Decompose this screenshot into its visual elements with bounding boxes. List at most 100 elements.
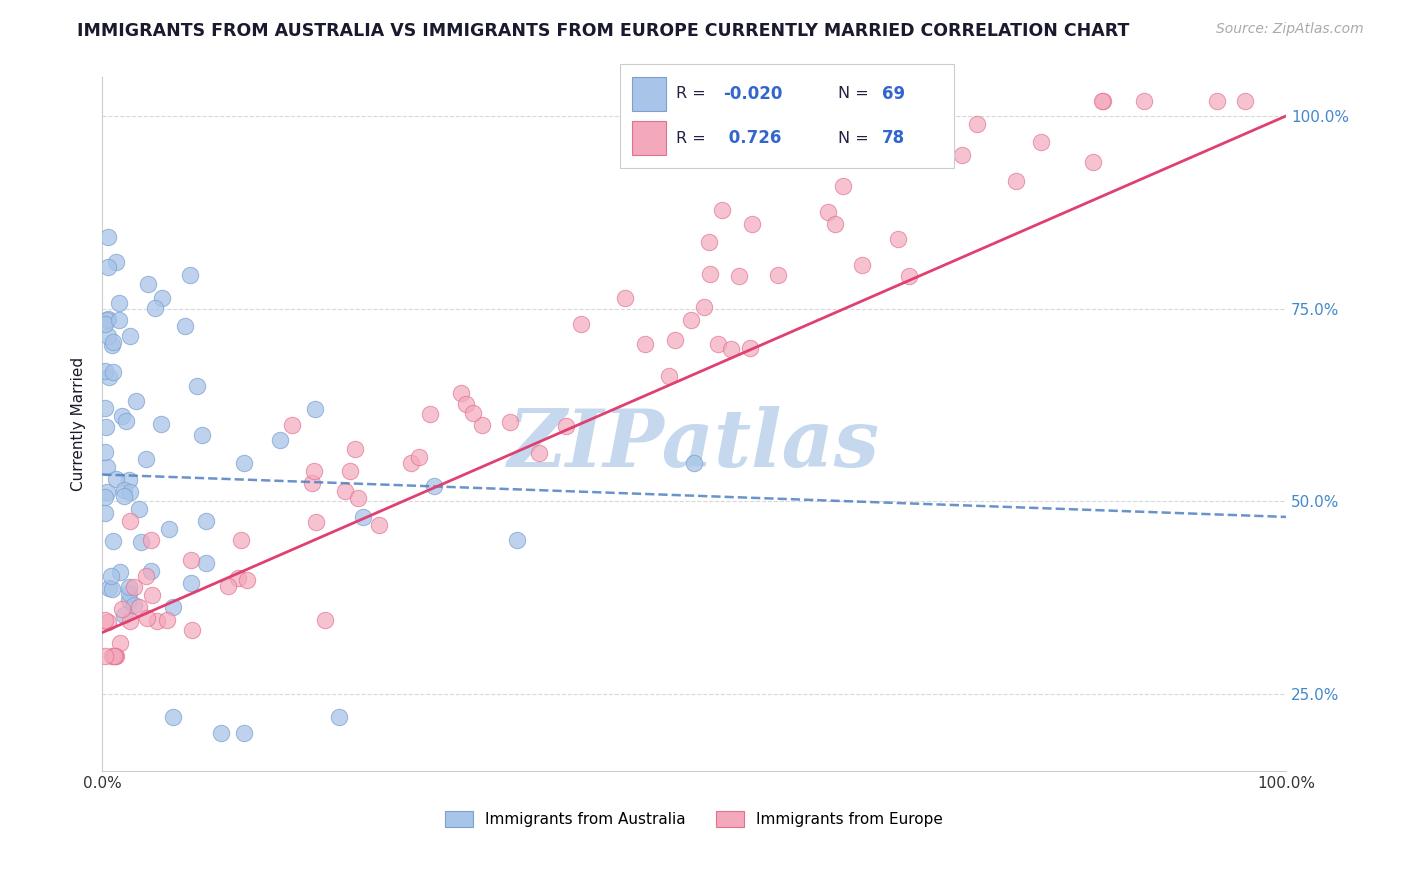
Point [419, 407, 441, 421]
Point [217, 579, 239, 593]
Point [209, 726, 232, 740]
Point [104, 648, 127, 663]
Point [529, 446, 551, 460]
Point [97, 369, 120, 384]
Point [110, 566, 132, 580]
Point [93, 401, 115, 415]
Point [150, 291, 173, 305]
Point [122, 580, 145, 594]
Point [97, 229, 120, 244]
Point [101, 337, 124, 351]
Point [136, 277, 159, 292]
Point [93, 364, 115, 378]
Point [96, 313, 118, 327]
Text: IMMIGRANTS FROM AUSTRALIA VS IMMIGRANTS FROM EUROPE CURRENTLY MARRIED CORRELATIO: IMMIGRANTS FROM AUSTRALIA VS IMMIGRANTS … [77, 22, 1129, 40]
Point [104, 472, 127, 486]
Y-axis label: Currently Married: Currently Married [72, 358, 86, 491]
Point [139, 564, 162, 578]
Point [269, 433, 291, 447]
Point [1004, 174, 1026, 188]
Point [96, 460, 118, 475]
Point [174, 318, 197, 333]
Point [302, 464, 325, 478]
Point [555, 419, 578, 434]
Point [233, 726, 256, 740]
Point [658, 369, 681, 384]
Point [112, 483, 135, 497]
Point [328, 710, 350, 724]
Point [301, 475, 323, 490]
Point [101, 335, 124, 350]
Point [832, 179, 855, 194]
Legend: Immigrants from Australia, Immigrants from Europe: Immigrants from Australia, Immigrants fr… [439, 805, 949, 833]
Text: N =: N = [838, 131, 875, 146]
Point [226, 571, 249, 585]
Point [97, 260, 120, 275]
Point [180, 623, 202, 637]
Point [314, 613, 336, 627]
Point [236, 573, 259, 587]
Point [766, 268, 789, 282]
Point [856, 141, 879, 155]
Point [1091, 94, 1114, 108]
Text: ZIPatlas: ZIPatlas [508, 407, 880, 484]
Point [456, 397, 478, 411]
Point [103, 648, 125, 663]
Point [162, 600, 184, 615]
Point [471, 418, 494, 433]
Text: 69: 69 [882, 85, 905, 103]
Point [101, 582, 124, 596]
Point [135, 569, 157, 583]
Point [125, 393, 148, 408]
Point [180, 576, 202, 591]
Point [146, 614, 169, 628]
Point [741, 217, 763, 231]
Point [1206, 94, 1229, 108]
Point [194, 556, 217, 570]
Point [614, 291, 637, 305]
Point [94, 317, 117, 331]
Point [155, 613, 177, 627]
Point [851, 258, 873, 272]
Text: Source: ZipAtlas.com: Source: ZipAtlas.com [1216, 22, 1364, 37]
Point [887, 232, 910, 246]
Point [110, 636, 132, 650]
Point [186, 379, 208, 393]
Point [114, 414, 136, 428]
Point [108, 295, 131, 310]
Point [683, 456, 706, 470]
Point [401, 456, 423, 470]
Text: R =: R = [676, 131, 711, 146]
Point [118, 585, 141, 599]
Point [128, 599, 150, 614]
Point [679, 312, 702, 326]
Point [93, 648, 115, 663]
Point [120, 514, 142, 528]
Point [1081, 154, 1104, 169]
Point [101, 648, 124, 663]
Point [1133, 94, 1156, 108]
Point [824, 217, 846, 231]
Point [1234, 94, 1257, 108]
Point [693, 300, 716, 314]
Point [111, 602, 134, 616]
Point [103, 365, 125, 379]
Point [699, 267, 721, 281]
Point [118, 581, 141, 595]
Point [450, 385, 472, 400]
Point [305, 515, 328, 529]
Point [94, 419, 117, 434]
Point [367, 518, 389, 533]
Point [93, 445, 115, 459]
Point [112, 489, 135, 503]
Point [93, 490, 115, 504]
Point [98, 582, 121, 596]
Point [898, 268, 921, 283]
Point [461, 406, 484, 420]
Point [179, 268, 201, 282]
Point [720, 342, 742, 356]
Point [128, 501, 150, 516]
Point [129, 534, 152, 549]
Point [728, 268, 751, 283]
Point [162, 710, 184, 724]
